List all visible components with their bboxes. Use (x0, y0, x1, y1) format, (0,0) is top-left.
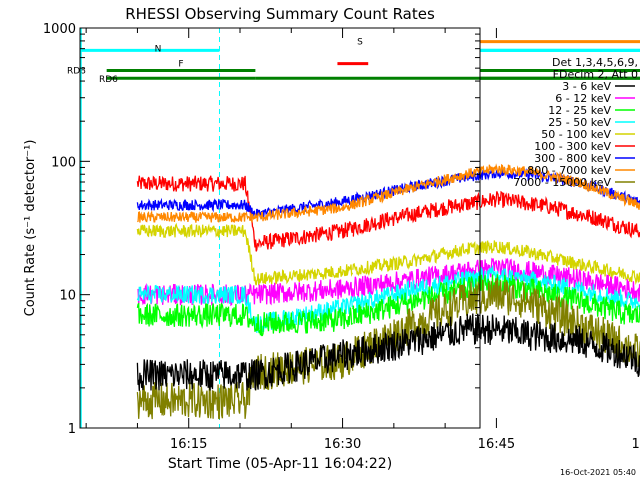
chart-title: RHESSI Observing Summary Count Rates (125, 5, 435, 23)
y-tick-label: 10 (59, 289, 76, 304)
series-100-300-kev (136, 175, 640, 252)
legend-layer: Det 1,3,4,5,6,9,FDecim 2, Att 03 - 6 keV… (513, 56, 638, 189)
series-trace (136, 199, 354, 223)
flag-f-label: F (178, 60, 183, 70)
legend-entry-label: 6 - 12 keV (555, 92, 611, 105)
series-trace (352, 313, 640, 377)
series-50-100-kev (136, 222, 640, 286)
series-12-25-kev (136, 274, 640, 337)
series-trace (136, 175, 354, 252)
flag-rd8-label: RD8 (67, 67, 86, 77)
flag-rd6-label: RD6 (99, 75, 118, 85)
series-trace (352, 190, 640, 239)
series-3-6-kev (136, 313, 640, 391)
y-axis-label: Count Rate (s⁻¹ detector⁻¹) (23, 140, 38, 317)
legend-header-line: Det 1,3,4,5,6,9, (552, 56, 638, 69)
legend-entry-label: 100 - 300 keV (534, 140, 611, 153)
x-tick-label: 17:00 (632, 437, 640, 452)
legend-entry-label: 12 - 25 keV (548, 104, 611, 117)
plot-frame (79, 27, 481, 429)
flag-s-label: S (357, 38, 363, 48)
series-trace (352, 257, 640, 302)
series-trace (352, 240, 640, 285)
x-tick-label: 16:15 (170, 437, 207, 452)
series-trace (136, 302, 354, 337)
series-trace (136, 283, 354, 333)
y-tick-label: 1 (68, 422, 76, 437)
legend-entry-label: 3 - 6 keV (562, 80, 611, 93)
timestamp: 16-Oct-2021 05:40 (560, 468, 636, 477)
flag-layer: N S F RD8 RD6 (67, 28, 640, 428)
series-trace (352, 163, 640, 210)
legend-entry-label: 800 - 7000 keV (527, 164, 611, 177)
series-trace (352, 274, 640, 325)
x-tick-label: 16:45 (478, 437, 515, 452)
flag-n-label: N (155, 44, 162, 54)
legend-header-line: FDecim 2, Att 0 (553, 68, 638, 81)
series-trace (136, 195, 354, 219)
series-layer (136, 163, 640, 420)
series-trace (136, 339, 354, 391)
series-trace (136, 222, 354, 286)
legend-entry-label: 25 - 50 keV (548, 116, 611, 129)
legend-entry-label: 300 - 800 keV (534, 152, 611, 165)
series-800-7000-kev (136, 163, 640, 223)
legend-entry-label: 7000 - 15000 keV (513, 176, 611, 189)
y-tick-label: 1000 (43, 22, 76, 37)
y-tick-label: 100 (51, 155, 76, 170)
series-trace (136, 341, 354, 420)
x-axis-label: Start Time (05-Apr-11 16:04:22) (168, 456, 392, 472)
x-tick-label: 16:30 (324, 437, 361, 452)
legend-entry-label: 50 - 100 keV (541, 128, 611, 141)
